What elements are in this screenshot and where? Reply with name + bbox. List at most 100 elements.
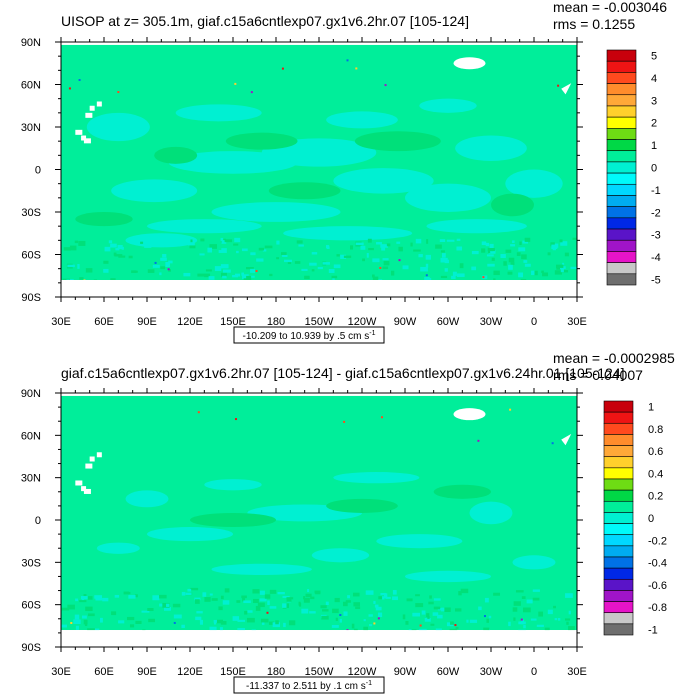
outlier-cell: [557, 84, 560, 87]
chart-title: giaf.c15a6cntlexp07.gx1v6.2hr.07 [105-12…: [61, 365, 625, 381]
colorbar-swatch: [603, 601, 634, 614]
negative-anomaly-region: [175, 104, 262, 122]
colorbar-label: 1: [648, 402, 654, 414]
colorbar-label: -5: [651, 274, 661, 286]
speckle-cell: [102, 597, 109, 602]
speckle-cell: [521, 596, 526, 599]
speckle-cell: [432, 612, 439, 616]
speckle-cell: [213, 619, 220, 623]
speckle-cell: [160, 266, 166, 270]
speckle-cell: [355, 242, 364, 246]
colorbar-swatch: [603, 422, 634, 435]
colorbar-swatch: [606, 161, 637, 174]
speckle-cell: [115, 248, 120, 251]
colorbar-swatch: [606, 206, 637, 219]
outlier-cell: [482, 276, 485, 279]
speckle-cell: [216, 619, 224, 624]
speckle-cell: [118, 620, 125, 624]
negative-anomaly-region: [405, 570, 491, 583]
inland-sea-mask: [96, 452, 102, 458]
positive-anomaly-region: [433, 484, 492, 499]
speckle-cell: [222, 275, 227, 279]
colorbar-label: -1: [648, 624, 658, 636]
speckle-cell: [261, 621, 265, 625]
speckle-cell: [366, 252, 369, 258]
speckle-cell: [386, 243, 391, 247]
negative-anomaly-region: [512, 555, 556, 570]
speckle-cell: [224, 239, 233, 243]
range-note-text: -10.209 to 10.939 by .5 cm s: [243, 331, 370, 342]
speckle-cell: [471, 250, 479, 255]
outlier-cell: [117, 91, 120, 94]
inland-sea-mask: [89, 105, 95, 111]
speckle-cell: [272, 622, 280, 628]
speckle-cell: [152, 595, 160, 601]
colorbar-swatch: [606, 116, 637, 129]
speckle-cell: [541, 270, 544, 274]
speckle-cell: [531, 270, 536, 276]
speckle-cell: [75, 625, 79, 630]
outlier-cell: [384, 84, 387, 87]
speckle-cell: [202, 592, 207, 597]
speckle-cell: [185, 592, 192, 595]
speckle-cell: [196, 611, 203, 614]
negative-anomaly-region: [147, 527, 233, 542]
speckle-cell: [79, 277, 84, 280]
colorbar-label: 0: [651, 163, 657, 175]
speckle-cell: [536, 624, 544, 627]
speckle-cell: [439, 239, 446, 243]
range-note-exponent: -1: [369, 330, 375, 337]
speckle-cell: [565, 593, 573, 598]
speckle-cell: [405, 621, 409, 625]
speckle-cell: [252, 598, 259, 604]
negative-anomaly-region: [326, 111, 398, 129]
speckle-cell: [485, 242, 490, 247]
speckle-cell: [385, 596, 391, 599]
speckle-cell: [127, 591, 131, 595]
speckle-cell: [303, 596, 306, 600]
speckle-cell: [181, 624, 185, 628]
speckle-cell: [242, 275, 246, 279]
speckle-cell: [168, 269, 171, 272]
outlier-cell: [398, 259, 401, 262]
outlier-cell: [509, 408, 512, 411]
y-tick-label: 30N: [21, 122, 41, 134]
negative-anomaly-region: [96, 542, 140, 554]
speckle-cell: [224, 588, 230, 593]
x-tick-label: 30E: [51, 316, 71, 328]
speckle-cell: [437, 614, 443, 619]
speckle-cell: [220, 272, 227, 277]
speckle-cell: [451, 275, 456, 279]
speckle-cell: [481, 248, 486, 253]
speckle-cell: [353, 602, 361, 607]
speckle-cell: [381, 596, 385, 600]
outlier-cell: [355, 67, 358, 70]
speckle-cell: [538, 611, 544, 617]
y-tick-label: 60S: [21, 250, 41, 262]
speckle-cell: [85, 606, 93, 612]
outlier-cell: [154, 261, 157, 264]
outlier-cell: [379, 266, 382, 269]
speckle-cell: [440, 257, 448, 263]
speckle-cell: [134, 594, 138, 598]
y-tick-label: 0: [35, 515, 41, 527]
speckle-cell: [204, 273, 211, 278]
speckle-cell: [187, 241, 195, 246]
inland-sea-mask: [96, 101, 102, 107]
speckle-cell: [258, 247, 264, 251]
speckle-cell: [455, 626, 459, 630]
outlier-cell: [281, 67, 284, 70]
speckle-cell: [75, 598, 79, 602]
speckle-cell: [560, 268, 564, 273]
speckle-cell: [526, 599, 533, 604]
colorbar-label: -0.2: [648, 535, 667, 547]
speckle-cell: [345, 600, 351, 603]
speckle-cell: [412, 612, 420, 617]
speckle-cell: [310, 596, 315, 600]
rms-value: rms = 0.1255: [553, 16, 635, 32]
negative-anomaly-region: [204, 479, 262, 491]
x-tick-label: 60W: [437, 666, 460, 678]
speckle-cell: [209, 244, 218, 249]
speckle-cell: [427, 616, 430, 619]
speckle-cell: [458, 591, 462, 596]
